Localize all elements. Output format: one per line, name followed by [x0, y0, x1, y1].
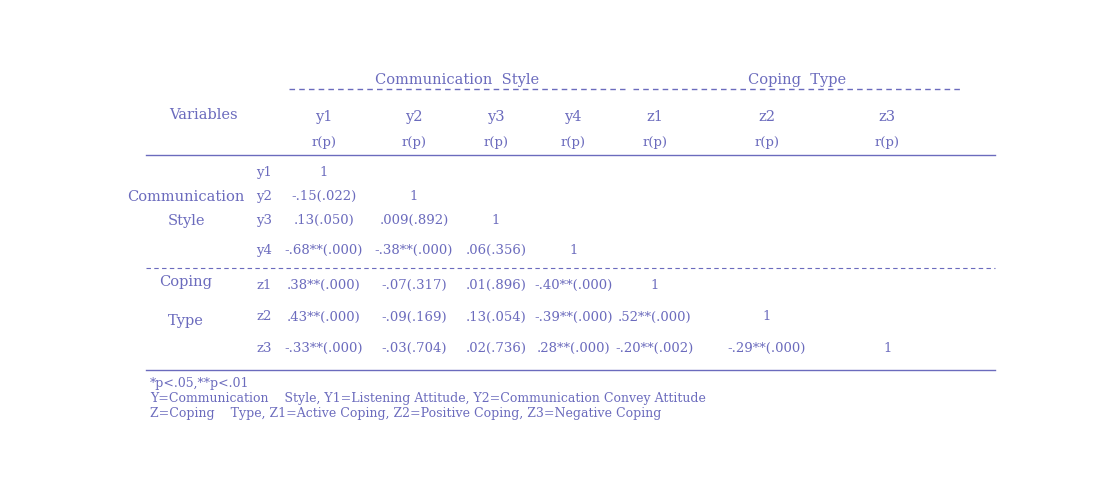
Text: z2: z2 — [256, 310, 272, 323]
Text: 1: 1 — [650, 278, 659, 291]
Text: y2: y2 — [256, 190, 272, 203]
Text: r(p): r(p) — [311, 136, 336, 149]
Text: z3: z3 — [256, 341, 272, 354]
Text: Style: Style — [168, 213, 205, 227]
Text: Communication  Style: Communication Style — [375, 73, 539, 87]
Text: .38**(.000): .38**(.000) — [286, 278, 361, 291]
Text: y1: y1 — [315, 110, 332, 124]
Text: .02(.736): .02(.736) — [465, 341, 526, 354]
Text: Y=Communication    Style, Y1=Listening Attitude, Y2=Communication Convey Attitud: Y=Communication Style, Y1=Listening Atti… — [150, 391, 706, 404]
Text: -.40**(.000): -.40**(.000) — [534, 278, 613, 291]
Text: r(p): r(p) — [875, 136, 900, 149]
Text: z1: z1 — [646, 110, 664, 124]
Text: Z=Coping    Type, Z1=Active Coping, Z2=Positive Coping, Z3=Negative Coping: Z=Coping Type, Z1=Active Coping, Z2=Posi… — [150, 406, 662, 419]
Text: -.39**(.000): -.39**(.000) — [534, 310, 613, 323]
Text: z3: z3 — [879, 110, 896, 124]
Text: r(p): r(p) — [483, 136, 508, 149]
Text: -.29**(.000): -.29**(.000) — [727, 341, 806, 354]
Text: 1: 1 — [882, 341, 891, 354]
Text: -.38**(.000): -.38**(.000) — [375, 243, 453, 256]
Text: .01(.896): .01(.896) — [465, 278, 526, 291]
Text: 1: 1 — [763, 310, 771, 323]
Text: y3: y3 — [487, 110, 505, 124]
Text: -.15(.022): -.15(.022) — [291, 190, 356, 203]
Text: *p<.05,**p<.01: *p<.05,**p<.01 — [150, 376, 250, 389]
Text: 1: 1 — [320, 166, 327, 179]
Text: -.20**(.002): -.20**(.002) — [616, 341, 694, 354]
Text: Communication: Communication — [128, 189, 244, 203]
Text: y4: y4 — [564, 110, 582, 124]
Text: y4: y4 — [256, 243, 272, 256]
Text: 1: 1 — [410, 190, 418, 203]
Text: .009(.892): .009(.892) — [380, 214, 448, 227]
Text: -.03(.704): -.03(.704) — [381, 341, 447, 354]
Text: Variables: Variables — [169, 108, 238, 122]
Text: -.68**(.000): -.68**(.000) — [284, 243, 363, 256]
Text: z2: z2 — [758, 110, 775, 124]
Text: Coping: Coping — [160, 274, 212, 288]
Text: y3: y3 — [256, 214, 272, 227]
Text: z1: z1 — [256, 278, 272, 291]
Text: -.09(.169): -.09(.169) — [381, 310, 447, 323]
Text: r(p): r(p) — [561, 136, 586, 149]
Text: .43**(.000): .43**(.000) — [286, 310, 361, 323]
Text: .13(.050): .13(.050) — [293, 214, 354, 227]
Text: .13(.054): .13(.054) — [465, 310, 526, 323]
Text: -.33**(.000): -.33**(.000) — [284, 341, 363, 354]
Text: Type: Type — [168, 313, 204, 327]
Text: Coping  Type: Coping Type — [748, 73, 846, 87]
Text: .06(.356): .06(.356) — [465, 243, 526, 256]
Text: y2: y2 — [405, 110, 423, 124]
Text: r(p): r(p) — [643, 136, 667, 149]
Text: -.07(.317): -.07(.317) — [381, 278, 447, 291]
Text: r(p): r(p) — [754, 136, 779, 149]
Text: y1: y1 — [256, 166, 272, 179]
Text: 1: 1 — [492, 214, 500, 227]
Text: .52**(.000): .52**(.000) — [618, 310, 692, 323]
Text: r(p): r(p) — [402, 136, 426, 149]
Text: 1: 1 — [569, 243, 577, 256]
Text: .28**(.000): .28**(.000) — [536, 341, 610, 354]
